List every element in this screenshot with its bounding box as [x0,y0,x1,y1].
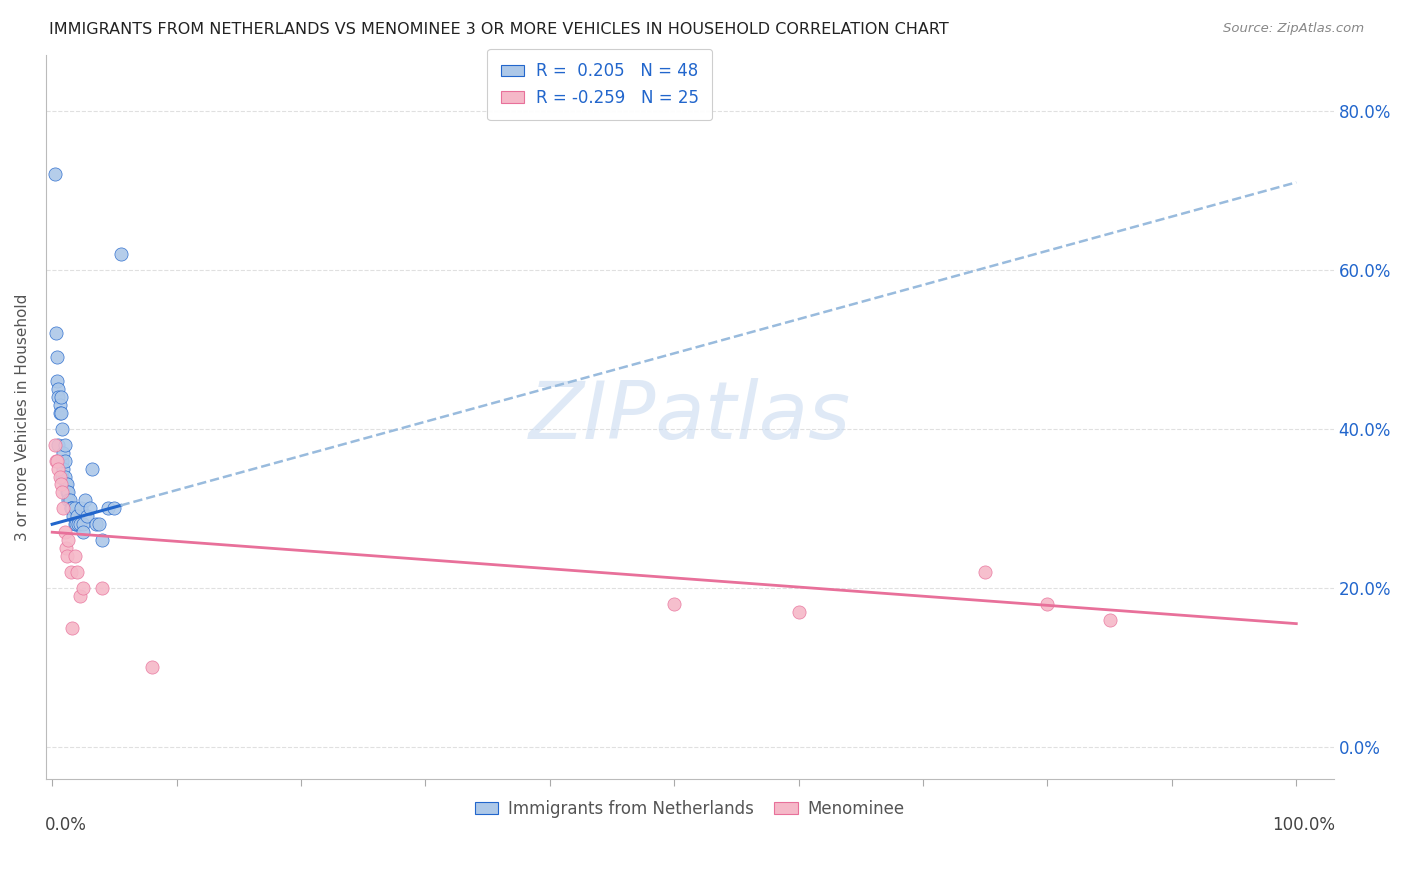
Point [84,517,107,532]
Point [46,374,69,388]
Point [72,517,94,532]
Point [53,438,76,452]
Point [49,390,72,404]
Point [53,453,76,467]
Point [58,533,80,548]
Legend: Immigrants from Netherlands, Menominee: Immigrants from Netherlands, Menominee [468,793,911,824]
Point [787,605,810,619]
Point [58,493,80,508]
Point [49,406,72,420]
Point [62,509,84,524]
Point [974,565,997,579]
Point [60,501,83,516]
Point [48,406,70,420]
Point [63,517,86,532]
Point [48,398,70,412]
Point [91,581,114,595]
Point [58,485,80,500]
Point [79,501,101,516]
Point [69,517,91,532]
Point [53,469,76,483]
Point [110,247,132,261]
Text: IMMIGRANTS FROM NETHERLANDS VS MENOMINEE 3 OR MORE VEHICLES IN HOUSEHOLD CORRELA: IMMIGRANTS FROM NETHERLANDS VS MENOMINEE… [49,22,949,37]
Point [103,501,125,516]
Point [66,565,89,579]
Point [69,501,91,516]
Point [48,382,70,396]
Point [97,501,120,516]
Point [141,660,163,674]
Point [45,326,67,341]
Point [59,565,82,579]
Text: 0.0%: 0.0% [45,816,87,834]
Point [49,477,72,491]
Point [52,501,75,516]
Point [59,501,82,516]
Point [66,509,89,524]
Point [664,597,686,611]
Point [51,485,73,500]
Point [67,517,90,532]
Point [44,168,66,182]
Point [1098,613,1121,627]
Point [59,493,82,508]
Point [52,446,75,460]
Point [52,461,75,475]
Point [48,438,70,452]
Point [56,549,79,563]
Point [63,501,86,516]
Point [48,390,70,404]
Point [55,541,77,555]
Point [80,461,103,475]
Point [51,453,73,467]
Point [69,589,91,603]
Point [44,438,66,452]
Point [59,501,82,516]
Point [60,621,83,635]
Point [72,525,94,540]
Point [46,351,69,365]
Y-axis label: 3 or more Vehicles in Household: 3 or more Vehicles in Household [15,293,30,541]
Point [72,581,94,595]
Point [48,461,70,475]
Point [63,549,86,563]
Point [56,485,79,500]
Point [55,477,77,491]
Point [51,469,73,483]
Point [45,453,67,467]
Text: Source: ZipAtlas.com: Source: ZipAtlas.com [1223,22,1364,36]
Point [1036,597,1059,611]
Point [65,517,87,532]
Point [76,509,98,524]
Point [56,477,79,491]
Point [53,525,76,540]
Text: ZIPatlas: ZIPatlas [529,378,851,456]
Point [48,469,70,483]
Point [46,453,69,467]
Point [89,517,111,532]
Point [51,422,73,436]
Point [73,493,96,508]
Point [91,533,114,548]
Text: 100.0%: 100.0% [1272,816,1334,834]
